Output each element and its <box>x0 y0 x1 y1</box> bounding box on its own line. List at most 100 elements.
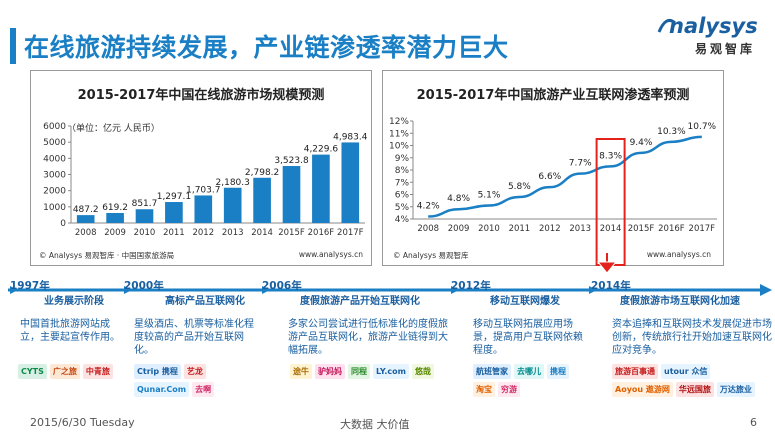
timeline-stage-3-brands: 途牛 驴妈妈 同程 LY.com 悠哉 <box>290 364 450 379</box>
bar <box>194 195 213 223</box>
line-data-label: 10.3% <box>657 127 686 137</box>
timeline-marker-5 <box>589 286 597 294</box>
x-tick-label: 2010 <box>478 224 500 234</box>
market-size-unit-note: （单位：亿元 人民币） <box>67 124 160 134</box>
x-tick-label: 2016F <box>308 228 335 238</box>
timeline-marker-2 <box>124 286 132 294</box>
timeline-marker-3 <box>262 286 270 294</box>
brand-logo: 淘宝 <box>473 382 495 397</box>
timeline-stage-2-label: 高标产品互联网化 <box>165 296 245 307</box>
y-tick-label: 11% <box>389 129 409 139</box>
title-accent-bar <box>10 28 16 64</box>
timeline-stage-4-brands: 航班管家 去哪儿 携程 淘宝 穷游 <box>473 364 591 397</box>
y-tick-label: 2000 <box>43 187 66 197</box>
bar <box>341 142 360 223</box>
timeline-stage-2-brands: Ctrip 携程 艺龙 Qunar.Com 去啊 <box>134 364 259 397</box>
timeline-stage-4-label: 移动互联网爆发 <box>490 296 560 307</box>
brand-logo: 艺龙 <box>183 364 206 379</box>
bar <box>253 177 271 223</box>
timeline-marker-1 <box>10 286 18 294</box>
brand-logo: CYTS <box>18 364 47 379</box>
timeline-stage-1-label: 业务展示阶段 <box>44 296 104 307</box>
bar-data-label: 851.7 <box>132 199 158 209</box>
line-data-label: 8.3% <box>599 151 622 161</box>
brand-logo: 携程 <box>547 364 569 379</box>
brand-logo: Qunar.Com <box>134 382 190 397</box>
brand-logo: 途牛 <box>290 364 312 379</box>
penetration-site: www.analysys.cn <box>646 250 711 259</box>
x-tick-label: 2013 <box>569 224 591 234</box>
timeline-stage-5-brands: 旅游百事通 utour 众信 Aoyou 遨游网 华远国旅 万达旅业 <box>612 364 772 397</box>
bar-data-label: 487.2 <box>73 205 99 215</box>
y-tick-label: 4% <box>395 215 410 225</box>
timeline-year-1997: 1997年 <box>10 280 50 292</box>
timeline-stage-3-desc: 多家公司尝试进行低标准化的度假旅游产品互联网化，旅游产业链得到大幅拓展。 <box>288 319 448 356</box>
x-tick-label: 2012 <box>539 224 561 234</box>
page-title: 在线旅游持续发展，产业链渗透率潜力巨大 <box>24 33 509 62</box>
timeline-year-2000: 2000年 <box>124 280 164 292</box>
y-tick-label: 8% <box>395 166 410 176</box>
penetration-chart-panel: 2015-2017年中国旅游产业互联网渗透率预测 4% 5% 6% 7% 8% 9% 10%… <box>382 70 724 266</box>
y-tick-label: 9% <box>395 154 410 164</box>
timeline-arrow <box>8 253 772 296</box>
x-tick-label: 2016F <box>658 224 685 234</box>
timeline-year-2014: 2014年 <box>591 280 631 292</box>
x-tick-label: 2015F <box>278 228 305 238</box>
x-tick-label: 2017F <box>337 228 364 238</box>
x-tick-label: 2012 <box>192 228 214 238</box>
x-tick-label: 2010 <box>134 228 156 238</box>
bar-data-label: 2,798.2 <box>245 168 279 178</box>
x-tick-label: 2014 <box>600 224 622 234</box>
brand-logo: utour 众信 <box>661 364 711 379</box>
bar <box>312 154 330 223</box>
line-data-label: 4.2% <box>417 202 440 212</box>
timeline-stage-3-label: 度假旅游产品开始互联网化 <box>300 296 420 307</box>
timeline-stage-5-desc: 资本追捧和互联网技术发展促进市场创新，传统旅行社开始加速互联网化应对竞争。 <box>612 319 772 356</box>
line-data-label: 10.7% <box>688 122 717 132</box>
line-data-label: 5.1% <box>478 191 501 201</box>
analysys-logo: nalysys 易观智库 <box>655 12 770 64</box>
highlight-down-arrow-icon <box>596 261 618 274</box>
brand-logo: 广之旅 <box>49 364 80 379</box>
timeline-stage-1-desc: 中国首批旅游网站成立，主要起宣传作用。 <box>20 319 120 343</box>
logo-wordmark: nalysys <box>669 14 758 38</box>
brand-logo: Ctrip 携程 <box>134 364 181 379</box>
brand-logo: Aoyou 遨游网 <box>612 382 673 397</box>
logo-cn-name: 易观智库 <box>695 42 756 56</box>
timeline-stage-5-label: 度假旅游市场互联网化加速 <box>620 296 740 307</box>
brand-logo: 中青旅 <box>82 364 113 379</box>
bar <box>135 209 154 223</box>
line-data-label: 6.6% <box>538 172 561 182</box>
x-tick-label: 2013 <box>222 228 244 238</box>
bar <box>106 212 124 223</box>
brand-logo: 华远国旅 <box>675 382 714 397</box>
y-tick-label: 5% <box>395 203 410 213</box>
line-data-label: 4.8% <box>447 194 470 204</box>
bar-data-label: 2,180.3 <box>216 178 250 188</box>
timeline-stage-1-brands: CYTS 广之旅 中青旅 <box>18 364 118 379</box>
line-data-label: 5.8% <box>508 182 531 192</box>
brand-logo: 去啊 <box>192 382 215 397</box>
footer-tagline: 大数据 大价值 <box>340 418 410 431</box>
market-size-chart-panel: 2015-2017年中国在线旅游市场规模预测 （单位：亿元 人民币） 0 1000… <box>30 70 372 266</box>
bar-data-label: 4,983.4 <box>333 132 368 142</box>
x-tick-label: 2008 <box>417 224 439 234</box>
bar-data-label: 4,229.6 <box>304 145 339 155</box>
bar <box>165 202 183 223</box>
x-tick-label: 2015F <box>628 224 655 234</box>
bar <box>223 187 242 223</box>
bar-data-label: 1,703.7 <box>186 185 220 195</box>
line-data-label: 7.7% <box>569 159 592 169</box>
bar-data-label: 619.2 <box>102 203 128 213</box>
brand-logo: 穷游 <box>498 382 520 397</box>
bar-data-label: 1,297.1 <box>157 192 191 202</box>
brand-logo: 旅游百事通 <box>612 364 658 379</box>
timeline-arrowhead-icon <box>760 284 772 296</box>
y-tick-label: 12% <box>389 117 409 127</box>
brand-logo: LY.com <box>373 364 409 379</box>
x-tick-label: 2008 <box>75 228 97 238</box>
brand-logo: 同程 <box>348 364 370 379</box>
brand-logo: 去哪儿 <box>514 364 544 379</box>
x-tick-label: 2009 <box>104 228 126 238</box>
penetration-series-line <box>428 135 702 218</box>
